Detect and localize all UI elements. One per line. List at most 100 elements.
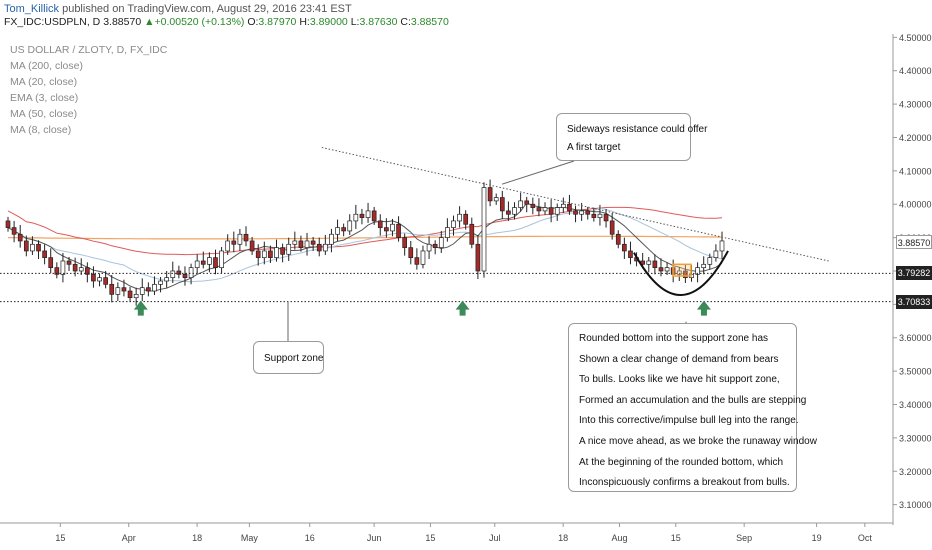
- time-tick-label: 18: [558, 533, 568, 543]
- price-tick-label: 3.40000: [899, 400, 932, 410]
- candle-body: [225, 240, 231, 252]
- candle-body: [518, 200, 523, 208]
- time-tick-label: 15: [671, 533, 681, 543]
- candle-body: [292, 240, 298, 245]
- candle-body: [554, 207, 560, 215]
- candle-body: [487, 187, 493, 202]
- support-upper-label: 3.79282: [896, 266, 932, 281]
- candle-body: [84, 267, 90, 275]
- high-label: H:: [299, 16, 310, 28]
- candle-body: [622, 243, 627, 252]
- candle-body: [72, 263, 78, 272]
- candle-body: [493, 197, 499, 202]
- callout-line: Shown a clear change of demand from bear…: [579, 353, 779, 365]
- price-tick-label: 3.30000: [899, 433, 932, 443]
- series-title[interactable]: US DOLLAR / ZLOTY, D, FX_IDC: [10, 44, 168, 56]
- candle-body: [530, 203, 536, 208]
- time-tick-label: Jun: [367, 533, 382, 543]
- time-tick-label: 16: [305, 533, 315, 543]
- callout-line: Into this corrective/impulse bull leg in…: [579, 415, 799, 427]
- symbol: FX_IDC:USDPLN, D: [4, 16, 101, 28]
- candle-body: [139, 287, 145, 295]
- candle-body: [707, 257, 713, 265]
- analysis-callout[interactable]: Rounded bottom into the support zone has…: [568, 323, 817, 492]
- up-arrow-icon: [455, 300, 470, 316]
- price-tick-label: 3.10000: [899, 500, 932, 510]
- indicator-ma8[interactable]: MA (8, close): [10, 124, 72, 136]
- time-tick-label: 15: [425, 533, 435, 543]
- time-tick-label: Oct: [858, 533, 873, 543]
- callout-line: Inconspicuously confirms a breakout from…: [579, 477, 790, 489]
- candle-body: [23, 240, 29, 252]
- price-tick-label: 3.60000: [899, 333, 932, 343]
- time-tick-label: Aug: [611, 533, 627, 543]
- candle-body: [170, 270, 176, 279]
- candle-body: [188, 267, 194, 279]
- candle-body: [408, 247, 414, 258]
- price-tick-label: 4.30000: [899, 100, 932, 110]
- price-tick-label: 3.20000: [899, 467, 932, 477]
- candle-body: [213, 257, 218, 269]
- candle-body: [97, 277, 102, 282]
- author-name[interactable]: Tom_Killick: [4, 3, 60, 15]
- candle-body: [658, 267, 664, 272]
- candle-body: [371, 210, 377, 222]
- candle-body: [426, 243, 432, 252]
- candle-body: [249, 240, 255, 252]
- candle-body: [664, 267, 670, 272]
- indicator-ma50[interactable]: MA (50, close): [10, 108, 78, 120]
- candle-body: [237, 233, 243, 245]
- indicator-ma200[interactable]: MA (200, close): [10, 60, 83, 72]
- candle-body: [597, 213, 603, 218]
- ma8-line: [7, 202, 723, 292]
- candle-body: [231, 240, 237, 245]
- indicator-ema3[interactable]: EMA (3, close): [10, 92, 79, 104]
- candle-body: [469, 223, 475, 245]
- callout-line: Rounded bottom into the support zone has: [579, 333, 769, 344]
- candle-body: [17, 233, 23, 242]
- candle-body: [420, 250, 426, 265]
- price-change: +0.00520 (+0.13%): [154, 16, 245, 28]
- candle-body: [268, 250, 273, 258]
- candle-body: [298, 240, 304, 248]
- candle-body: [164, 277, 170, 282]
- candle-body: [390, 223, 395, 232]
- callout-line: Sideways resistance could offer: [567, 124, 708, 135]
- time-tick-label: 19: [812, 533, 822, 543]
- candle-body: [579, 210, 584, 215]
- candle-body: [347, 220, 353, 232]
- candle-body: [402, 237, 407, 248]
- candle-body: [573, 210, 578, 215]
- close-label: C:: [400, 16, 411, 28]
- candle-body: [176, 270, 182, 275]
- candle-body: [66, 260, 72, 265]
- moving-averages: [7, 202, 723, 292]
- candlesticks: [5, 179, 725, 306]
- indicator-ma20[interactable]: MA (20, close): [10, 76, 78, 88]
- time-axis: 15 Apr 18 May 16 Jun 15 Jul 18 Aug 15 Sep 19 Oct: [0, 522, 893, 543]
- candle-body: [152, 283, 157, 292]
- up-triangle-icon: ▲: [144, 16, 155, 28]
- resistance-callout[interactable]: Sideways resistance could offer A first …: [556, 113, 708, 161]
- candle-body: [103, 277, 108, 285]
- time-tick-label: May: [241, 533, 259, 543]
- last-price: 3.88570: [103, 16, 142, 28]
- candle-body: [146, 287, 151, 292]
- candle-body: [695, 267, 700, 275]
- open-value: 3.87970: [258, 16, 297, 28]
- candle-body: [676, 270, 682, 275]
- candle-body: [158, 280, 163, 285]
- candle-body: [542, 207, 548, 212]
- candle-body: [713, 250, 719, 258]
- candle-body: [329, 233, 334, 245]
- support-callout[interactable]: Support zone: [253, 341, 324, 374]
- candle-body: [91, 273, 96, 282]
- candle-body: [133, 294, 139, 299]
- open-label: O:: [247, 16, 259, 28]
- candle-body: [585, 210, 591, 215]
- candle-body: [30, 243, 35, 252]
- callout-line: Formed an accumulation and the bulls are…: [579, 394, 807, 406]
- callout-line: A nice move ahead, as we broke the runaw…: [579, 435, 817, 447]
- candle-body: [548, 207, 554, 215]
